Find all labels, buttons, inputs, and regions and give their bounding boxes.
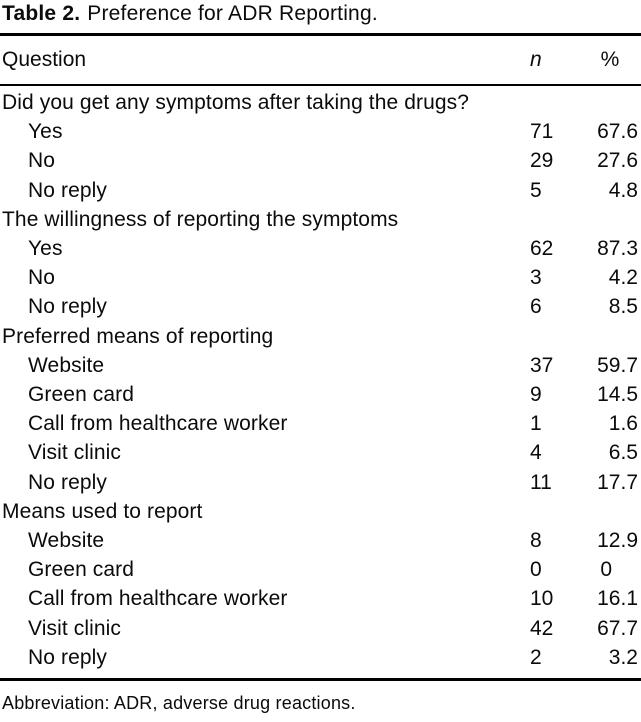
table-row: No reply 11 17.7 (0, 468, 641, 497)
table-number: Table 2. (2, 2, 81, 25)
row-n-value: 62 (530, 237, 554, 261)
section-header-row: Means used to report (0, 497, 641, 526)
section-header-label: Did you get any symptoms after taking th… (2, 91, 470, 114)
section-header-label: Preferred means of reporting (2, 324, 274, 348)
row-n-value: 5 (530, 178, 542, 202)
section-header-row: The willingness of reporting the symptom… (0, 205, 641, 234)
table-row: No 29 27.6 (0, 146, 641, 175)
bottom-rule (0, 678, 641, 682)
table-row: Website 37 59.7 (0, 351, 641, 380)
table-row: Yes 62 87.3 (0, 234, 641, 263)
table-row: Call from healthcare worker 10 16.1 (0, 584, 641, 613)
row-n-value: 71 (530, 120, 554, 144)
row-n-value: 0 (530, 558, 542, 582)
table-body: Did you get any symptoms after taking th… (0, 86, 641, 678)
row-percent-value: 4.2 (608, 266, 638, 290)
row-n-value: 9 (530, 383, 542, 407)
section-n-cell (530, 88, 582, 117)
row-n-value: 1 (530, 412, 542, 436)
row-label: No reply (28, 470, 107, 494)
column-header-row: Question n % (0, 36, 641, 84)
section-header-row: Did you get any symptoms after taking th… (0, 88, 641, 117)
top-rule (0, 33, 641, 36)
row-label: Visit clinic (28, 616, 122, 640)
row-percent-value: 4.8 (608, 178, 638, 202)
row-label: No (28, 149, 56, 173)
table-row: No reply 5 4.8 (0, 176, 641, 205)
row-percent-value: 6.5 (608, 441, 638, 465)
section-percent-cell (582, 205, 638, 234)
row-percent-value: 67.6 (597, 120, 638, 144)
section-n-cell (530, 497, 582, 526)
section-percent-cell (582, 88, 638, 117)
table-row: Visit clinic 4 6.5 (0, 438, 641, 467)
row-percent-value: 1.6 (608, 412, 638, 436)
row-label: No reply (28, 178, 107, 202)
row-label: No (28, 266, 56, 290)
column-header-percent: % (600, 48, 620, 71)
column-header-question: Question (2, 48, 87, 71)
row-percent-value: 87.3 (597, 237, 638, 261)
row-n-value: 8 (530, 529, 542, 553)
section-n-cell (530, 205, 582, 234)
row-label: No reply (28, 295, 107, 319)
section-n-cell (530, 322, 582, 351)
row-percent-value: 8.5 (608, 295, 638, 319)
table-row: No reply 2 3.2 (0, 643, 641, 672)
row-label: Call from healthcare worker (28, 587, 288, 611)
section-percent-cell (582, 497, 638, 526)
row-percent-value: 17.7 (597, 470, 638, 494)
table-caption: Preference for ADR Reporting. (87, 2, 378, 25)
row-percent-value: 59.7 (597, 353, 638, 377)
section-percent-cell (582, 322, 638, 351)
row-label: Call from healthcare worker (28, 412, 288, 436)
table-row: Call from healthcare worker 1 1.6 (0, 409, 641, 438)
header-rule (0, 84, 641, 86)
footnote: Abbreviation: ADR, adverse drug reaction… (2, 693, 356, 714)
row-n-value: 2 (530, 645, 542, 669)
row-percent-value: 0 (600, 558, 612, 582)
section-header-label: Means used to report (2, 499, 203, 523)
table-title: Table 2. Preference for ADR Reporting. (0, 0, 641, 33)
row-n-value: 3 (530, 266, 542, 290)
row-n-value: 6 (530, 295, 542, 319)
section-header-row: Preferred means of reporting (0, 322, 641, 351)
column-header-n: n (530, 48, 542, 71)
table-row: Green card 9 14.5 (0, 380, 641, 409)
row-percent-value: 67.7 (597, 616, 638, 640)
row-n-value: 4 (530, 441, 542, 465)
table-row: Yes 71 67.6 (0, 117, 641, 146)
row-percent-value: 14.5 (597, 383, 638, 407)
row-n-value: 10 (530, 587, 554, 611)
row-label: Yes (28, 237, 63, 261)
section-header-label: The willingness of reporting the symptom… (2, 207, 399, 231)
row-label: Yes (28, 120, 63, 144)
table-row: Website 8 12.9 (0, 526, 641, 555)
table-row: Green card 0 0 (0, 555, 641, 584)
row-label: Green card (28, 558, 135, 582)
table-row: Visit clinic 42 67.7 (0, 614, 641, 643)
row-percent-value: 12.9 (597, 529, 638, 553)
row-n-value: 29 (530, 149, 554, 173)
table-row: No reply 6 8.5 (0, 292, 641, 321)
row-n-value: 11 (530, 470, 552, 494)
row-n-value: 42 (530, 616, 554, 640)
row-percent-value: 27.6 (597, 149, 638, 173)
row-label: Website (28, 529, 105, 553)
row-n-value: 37 (530, 353, 554, 377)
row-label: Green card (28, 383, 135, 407)
row-label: No reply (28, 645, 107, 669)
row-label: Visit clinic (28, 441, 122, 465)
row-percent-value: 3.2 (608, 645, 638, 669)
row-percent-value: 16.1 (597, 587, 638, 611)
table-row: No 3 4.2 (0, 263, 641, 292)
row-label: Website (28, 353, 105, 377)
